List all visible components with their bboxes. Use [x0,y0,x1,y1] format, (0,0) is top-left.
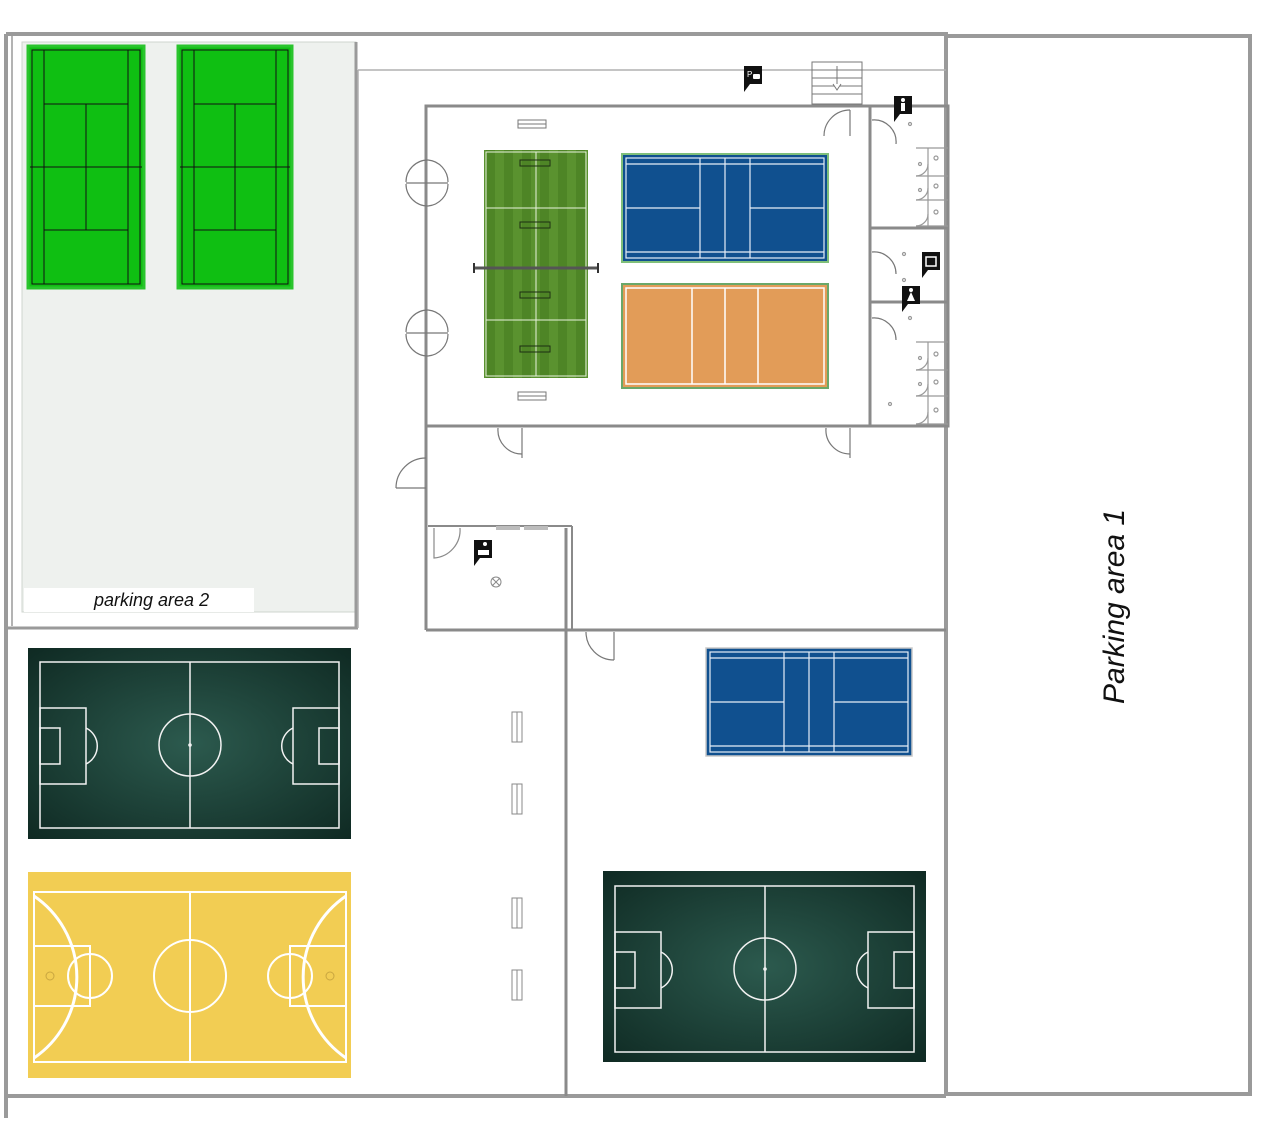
reception-room [428,525,573,630]
locker-icon: locker-icon [922,252,940,278]
outer-walls [4,32,1252,1118]
lobby-doors [395,427,851,661]
football-field-1 [28,648,351,839]
parking-area-2-label: parking area 2 [93,590,209,610]
restroom-stalls [887,121,948,425]
turf-court [473,150,599,378]
toilet-men-icon: toilet-men-icon [894,96,912,122]
staircase [811,61,863,105]
reception-icon: reception-icon [474,540,492,566]
football-field-2 [603,871,926,1062]
aisle-benches [511,711,523,1001]
hall-doors [405,109,897,357]
badminton-court-indoor [621,153,829,263]
tennis-court-2 [176,44,294,290]
tennis-court-1 [26,44,146,290]
volleyball-court [621,283,829,389]
basketball-court [28,872,351,1078]
parking-area-1-label: Parking area 1 [1098,509,1131,704]
lobby-walls [424,426,946,1096]
toilet-women-icon: toilet-women-icon [902,286,920,312]
hall-benches [517,119,547,401]
parking-icon: P parking-icon [744,66,762,92]
svg-text:P: P [747,70,752,79]
badminton-court-outdoor [705,647,913,757]
